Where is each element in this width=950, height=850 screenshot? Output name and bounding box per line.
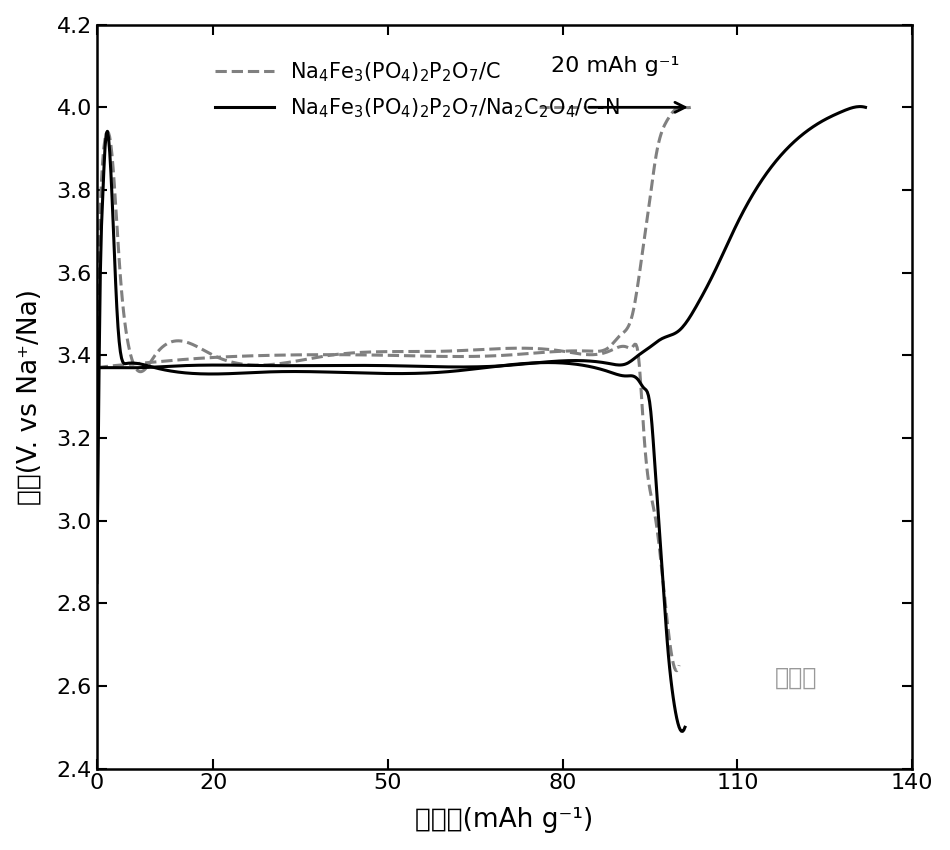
Na$_4$Fe$_3$(PO$_4$)$_2$P$_2$O$_7$/C [570, 348, 581, 359]
Line: Na$_4$Fe$_3$(PO$_4$)$_2$P$_2$O$_7$/C: Na$_4$Fe$_3$(PO$_4$)$_2$P$_2$O$_7$/C [97, 132, 679, 671]
Na$_4$Fe$_3$(PO$_4$)$_2$P$_2$O$_7$/Na$_2$C$_2$O$_4$/C-N [410, 368, 422, 378]
Na$_4$Fe$_3$(PO$_4$)$_2$P$_2$O$_7$/Na$_2$C$_2$O$_4$/C-N [679, 722, 691, 733]
Na$_4$Fe$_3$(PO$_4$)$_2$P$_2$O$_7$/C [660, 608, 672, 618]
Na$_4$Fe$_3$(PO$_4$)$_2$P$_2$O$_7$/C [408, 347, 419, 357]
Text: 第一圈: 第一圈 [774, 666, 817, 689]
Na$_4$Fe$_3$(PO$_4$)$_2$P$_2$O$_7$/Na$_2$C$_2$O$_4$/C-N [443, 366, 454, 377]
Na$_4$Fe$_3$(PO$_4$)$_2$P$_2$O$_7$/C [102, 127, 113, 137]
Legend: Na$_4$Fe$_3$(PO$_4$)$_2$P$_2$O$_7$/C, Na$_4$Fe$_3$(PO$_4$)$_2$P$_2$O$_7$/Na$_2$C: Na$_4$Fe$_3$(PO$_4$)$_2$P$_2$O$_7$/C, Na… [205, 50, 631, 131]
Na$_4$Fe$_3$(PO$_4$)$_2$P$_2$O$_7$/Na$_2$C$_2$O$_4$/C-N [666, 683, 677, 694]
Na$_4$Fe$_3$(PO$_4$)$_2$P$_2$O$_7$/C [369, 347, 380, 357]
Na$_4$Fe$_3$(PO$_4$)$_2$P$_2$O$_7$/Na$_2$C$_2$O$_4$/C-N [575, 360, 586, 370]
Na$_4$Fe$_3$(PO$_4$)$_2$P$_2$O$_7$/C [91, 371, 103, 381]
X-axis label: 比容量(mAh g⁻¹): 比容量(mAh g⁻¹) [415, 808, 594, 833]
Line: Na$_4$Fe$_3$(PO$_4$)$_2$P$_2$O$_7$/Na$_2$C$_2$O$_4$/C-N: Na$_4$Fe$_3$(PO$_4$)$_2$P$_2$O$_7$/Na$_2… [97, 132, 685, 731]
Na$_4$Fe$_3$(PO$_4$)$_2$P$_2$O$_7$/Na$_2$C$_2$O$_4$/C-N [677, 726, 689, 736]
Na$_4$Fe$_3$(PO$_4$)$_2$P$_2$O$_7$/Na$_2$C$_2$O$_4$/C-N [371, 368, 383, 378]
Na$_4$Fe$_3$(PO$_4$)$_2$P$_2$O$_7$/C [671, 666, 682, 676]
Na$_4$Fe$_3$(PO$_4$)$_2$P$_2$O$_7$/Na$_2$C$_2$O$_4$/C-N [375, 368, 387, 378]
Y-axis label: 电压(V. vs Na⁺/Na): 电压(V. vs Na⁺/Na) [17, 289, 43, 505]
Na$_4$Fe$_3$(PO$_4$)$_2$P$_2$O$_7$/Na$_2$C$_2$O$_4$/C-N [102, 127, 113, 137]
Na$_4$Fe$_3$(PO$_4$)$_2$P$_2$O$_7$/C [439, 346, 450, 356]
Na$_4$Fe$_3$(PO$_4$)$_2$P$_2$O$_7$/C [674, 660, 685, 671]
Na$_4$Fe$_3$(PO$_4$)$_2$P$_2$O$_7$/C [372, 347, 384, 357]
Text: 20 mAh g⁻¹: 20 mAh g⁻¹ [551, 56, 679, 76]
Na$_4$Fe$_3$(PO$_4$)$_2$P$_2$O$_7$/Na$_2$C$_2$O$_4$/C-N [91, 577, 103, 587]
